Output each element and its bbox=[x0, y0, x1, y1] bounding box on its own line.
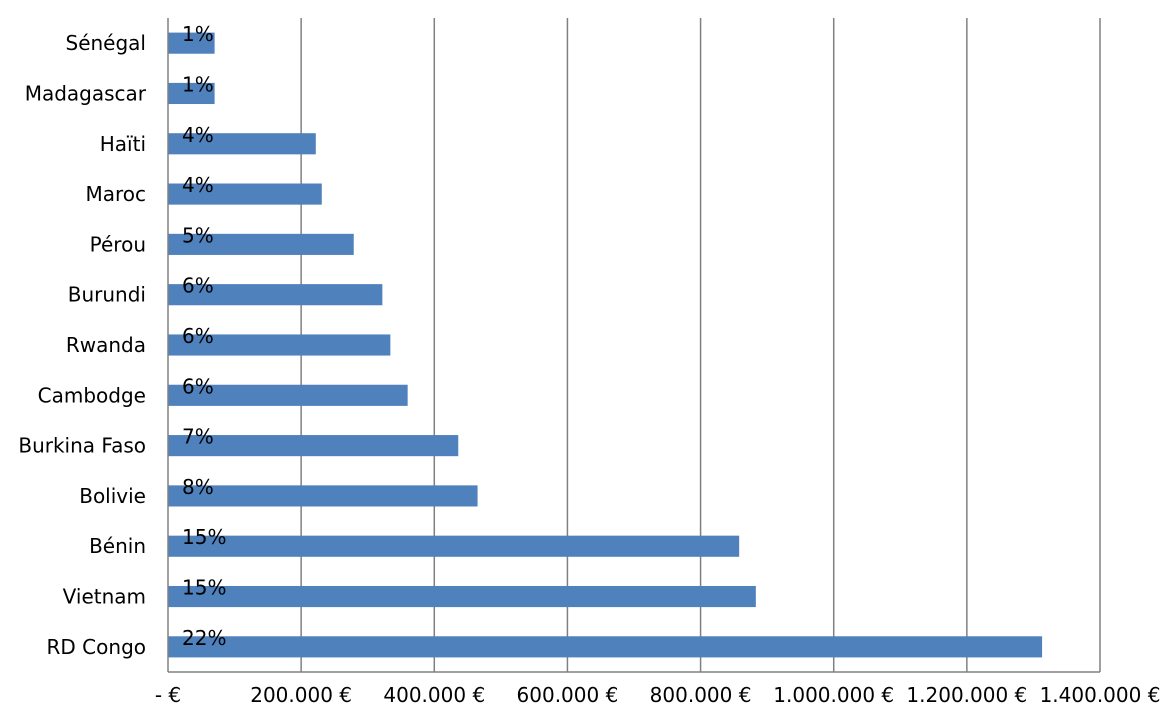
category-label: Bénin bbox=[89, 534, 146, 558]
x-tick-label: - € bbox=[155, 683, 181, 707]
bar bbox=[168, 535, 740, 557]
category-label: Burundi bbox=[68, 283, 146, 307]
bar bbox=[168, 384, 408, 406]
bars bbox=[168, 32, 1043, 658]
category-label: Maroc bbox=[85, 182, 146, 206]
gridlines bbox=[300, 18, 1101, 672]
category-label: RD Congo bbox=[47, 635, 146, 659]
x-tick-label: 1.400.000 € bbox=[1040, 683, 1161, 707]
data-label: 5% bbox=[182, 223, 214, 247]
x-tick-label: 1.200.000 € bbox=[906, 683, 1027, 707]
bar bbox=[168, 32, 215, 54]
bar bbox=[168, 334, 391, 356]
data-label: 7% bbox=[182, 425, 214, 449]
x-tick-label: 1.000.000 € bbox=[773, 683, 894, 707]
x-tick-label: 600.000 € bbox=[517, 683, 619, 707]
category-label: Cambodge bbox=[38, 383, 146, 407]
bar bbox=[168, 585, 756, 608]
x-tick-label: 400.000 € bbox=[383, 683, 485, 707]
data-label: 6% bbox=[182, 324, 214, 348]
bar bbox=[168, 183, 322, 205]
category-label: Sénégal bbox=[66, 31, 147, 55]
data-label: 4% bbox=[182, 123, 214, 147]
category-label: Pérou bbox=[90, 232, 146, 256]
data-label: 4% bbox=[182, 173, 214, 197]
bar bbox=[168, 133, 316, 155]
category-label: Bolivie bbox=[79, 484, 146, 508]
bar bbox=[168, 284, 383, 306]
category-label: Rwanda bbox=[66, 333, 146, 357]
x-tick-label: 800.000 € bbox=[650, 683, 752, 707]
data-label: 15% bbox=[182, 576, 226, 600]
data-label: 6% bbox=[182, 274, 214, 298]
data-label: 6% bbox=[182, 374, 214, 398]
bar bbox=[168, 636, 1043, 658]
labels: - € 200.000 € 400.000 € 600.000 € 800.000 € 1… bbox=[18, 22, 1160, 707]
category-label: Haïti bbox=[100, 132, 146, 156]
bar bbox=[168, 82, 215, 105]
data-label: 22% bbox=[182, 626, 226, 650]
category-label: Vietnam bbox=[63, 585, 146, 609]
bar bbox=[168, 485, 478, 507]
axes bbox=[167, 18, 1100, 673]
data-label: 8% bbox=[182, 475, 214, 499]
data-label: 1% bbox=[182, 72, 214, 96]
category-label: Madagascar bbox=[25, 81, 147, 105]
x-tick-label: 200.000 € bbox=[250, 683, 352, 707]
bar bbox=[168, 435, 459, 457]
category-label: Burkina Faso bbox=[18, 434, 146, 458]
data-label: 15% bbox=[182, 525, 226, 549]
data-label: 1% bbox=[182, 22, 214, 46]
bar bbox=[168, 233, 354, 255]
